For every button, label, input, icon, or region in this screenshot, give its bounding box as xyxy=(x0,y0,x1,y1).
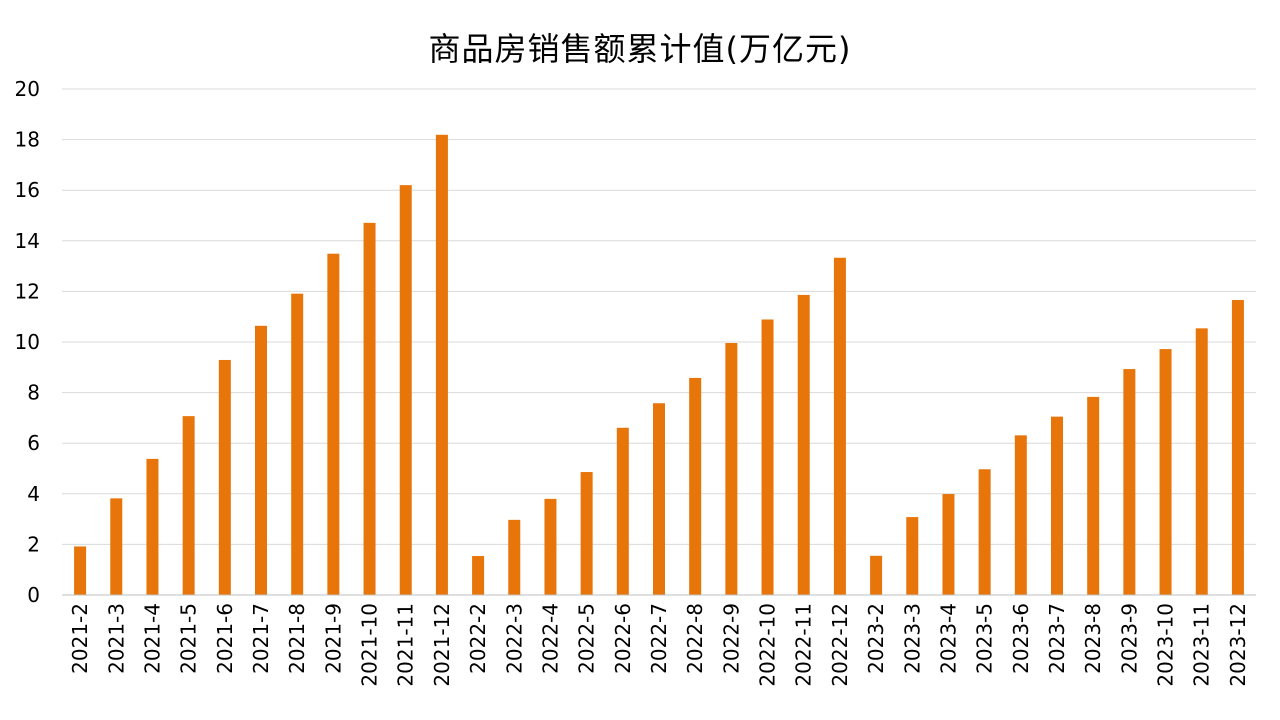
bar xyxy=(870,555,883,595)
x-tick-label: 2022-12 xyxy=(828,603,852,687)
y-tick-label: 8 xyxy=(27,381,40,405)
bar xyxy=(942,494,955,595)
x-tick-label: 2023-8 xyxy=(1081,603,1105,674)
bar xyxy=(689,377,702,595)
x-tick-label: 2022-4 xyxy=(538,603,562,674)
x-tick-label: 2021-12 xyxy=(430,603,454,687)
bar xyxy=(833,257,846,595)
bar xyxy=(1231,300,1244,595)
y-tick-label: 14 xyxy=(15,229,40,253)
bar xyxy=(1087,396,1100,595)
x-tick-label: 2023-9 xyxy=(1117,603,1141,674)
x-tick-label: 2022-5 xyxy=(575,603,599,674)
x-tick-label: 2023-11 xyxy=(1190,603,1214,687)
y-tick-label: 6 xyxy=(27,431,40,455)
bar xyxy=(182,416,195,595)
bar xyxy=(508,519,521,595)
x-tick-label: 2021-4 xyxy=(140,603,164,674)
bar xyxy=(435,134,448,595)
y-tick-label: 20 xyxy=(15,77,40,101)
x-tick-label: 2021-5 xyxy=(177,603,201,674)
bar xyxy=(616,427,629,595)
bar xyxy=(797,294,810,595)
y-tick-label: 18 xyxy=(15,128,40,152)
bar xyxy=(472,556,485,595)
x-tick-label: 2023-7 xyxy=(1045,603,1069,674)
x-tick-label: 2023-4 xyxy=(936,603,960,674)
y-tick-label: 12 xyxy=(15,279,40,303)
x-tick-label: 2021-8 xyxy=(285,603,309,674)
x-tick-label: 2023-10 xyxy=(1154,603,1178,687)
x-tick-label: 2023-6 xyxy=(1009,603,1033,674)
x-tick-label: 2021-6 xyxy=(213,603,237,674)
x-tick-label: 2023-3 xyxy=(900,603,924,674)
bars xyxy=(74,134,1244,595)
chart-title: 商品房销售额累计值(万亿元) xyxy=(428,30,852,68)
bar xyxy=(110,498,123,595)
x-tick-label: 2021-2 xyxy=(68,603,92,674)
x-tick-label: 2021-3 xyxy=(104,603,128,674)
bar xyxy=(291,293,304,595)
x-tick-label: 2023-12 xyxy=(1226,603,1250,687)
x-tick-label: 2022-11 xyxy=(792,603,816,687)
x-tick-label: 2021-10 xyxy=(358,603,382,687)
x-tick-label: 2022-8 xyxy=(683,603,707,674)
bar xyxy=(1195,328,1208,595)
x-tick-label: 2022-2 xyxy=(466,603,490,674)
y-tick-label: 10 xyxy=(15,330,40,354)
bar xyxy=(399,185,412,595)
x-tick-label: 2023-5 xyxy=(973,603,997,674)
y-axis-ticks: 0 2 4 6 8 10 12 14 16 18 20 xyxy=(15,77,40,607)
bar xyxy=(74,546,87,595)
bar xyxy=(725,343,738,595)
bar xyxy=(327,253,340,595)
bar xyxy=(906,517,919,595)
bar xyxy=(1159,349,1172,595)
x-tick-label: 2021-11 xyxy=(394,603,418,687)
bar xyxy=(544,498,557,595)
x-tick-label: 2021-7 xyxy=(249,603,273,674)
bar xyxy=(1014,435,1027,595)
x-tick-label: 2022-7 xyxy=(647,603,671,674)
bar xyxy=(146,458,159,595)
bar xyxy=(255,325,267,595)
y-tick-label: 0 xyxy=(27,583,40,607)
bar xyxy=(761,319,774,595)
y-tick-label: 2 xyxy=(27,532,40,556)
bar xyxy=(580,472,593,595)
x-tick-label: 2023-2 xyxy=(864,603,888,674)
x-tick-label: 2022-9 xyxy=(719,603,743,674)
x-tick-label: 2021-9 xyxy=(321,603,345,674)
x-tick-label: 2022-6 xyxy=(611,603,635,674)
bar xyxy=(978,469,991,595)
x-axis-ticks: 2021-2 2021-3 2021-4 2021-5 2021-6 2021-7 2021… xyxy=(68,603,1250,687)
y-tick-label: 4 xyxy=(27,482,40,506)
x-tick-label: 2022-10 xyxy=(756,603,780,687)
x-tick-label: 2022-3 xyxy=(502,603,526,674)
y-tick-label: 16 xyxy=(15,178,40,202)
bar xyxy=(218,359,231,595)
bar xyxy=(363,222,376,595)
bar xyxy=(1051,416,1063,595)
bar xyxy=(653,403,665,595)
bar xyxy=(1123,369,1136,595)
